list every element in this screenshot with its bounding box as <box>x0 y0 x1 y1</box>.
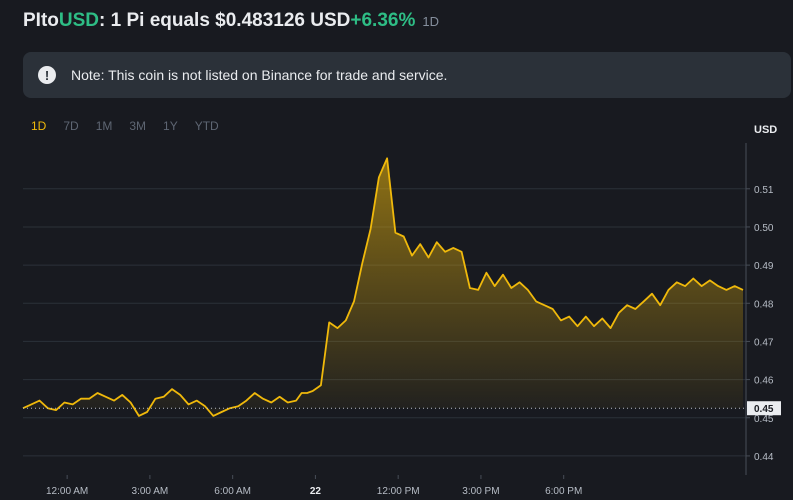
x-axis-ticks: 12:00 AM 3:00 AM 6:00 AM 22 12:00 PM 3:00 PM 6… <box>46 475 582 497</box>
base-symbol: PI <box>23 10 41 31</box>
price-sentence: : 1 Pi equals $0.483126 USD <box>99 10 351 31</box>
page-title: PI to USD : 1 Pi equals $0.483126 USD +6… <box>23 10 439 38</box>
y-tick-label: 0.47 <box>754 337 774 348</box>
y-tick-label: 0.44 <box>754 452 774 463</box>
y-tick-label: 0.50 <box>754 223 774 234</box>
timeframe-label: 1D <box>422 14 439 29</box>
y-tick-label: 0.46 <box>754 376 774 387</box>
x-tick-label: 12:00 AM <box>46 486 88 497</box>
x-tick-label: 22 <box>310 486 322 497</box>
range-selector: 1D 7D 1M 3M 1Y YTD <box>23 118 236 134</box>
price-line[interactable] <box>22 157 744 417</box>
price-change-percent: +6.36% <box>350 10 416 31</box>
y-axis-ticks: 0.44 0.45 0.46 0.47 0.48 0.49 0.50 0.51 <box>746 185 774 463</box>
x-tick-label: 6:00 AM <box>214 486 251 497</box>
x-tick-label: 12:00 PM <box>377 486 420 497</box>
x-tick-label: 3:00 PM <box>462 486 499 497</box>
y-tick-label: 0.48 <box>754 299 774 310</box>
exclamation-circle-icon: ! <box>38 66 56 84</box>
to-word: to <box>40 10 59 31</box>
current-price-tag-label: 0.45 <box>754 404 774 415</box>
range-1m-tab[interactable]: 1M <box>95 119 113 133</box>
current-price-tag <box>747 401 781 416</box>
notice-text: Note: This coin is not listed on Binance… <box>71 67 448 83</box>
x-tick-label: 6:00 PM <box>545 486 582 497</box>
y-tick-label: 0.49 <box>754 261 774 272</box>
y-tick-label: 0.45 <box>754 414 774 425</box>
range-1d-tab[interactable]: 1D <box>31 119 47 133</box>
range-ytd-tab[interactable]: YTD <box>194 119 219 133</box>
range-7d-tab[interactable]: 7D <box>63 119 79 133</box>
quote-currency-link[interactable]: USD <box>58 10 100 31</box>
axis-unit-label: USD <box>754 124 778 136</box>
x-tick-label: 3:00 AM <box>132 486 169 497</box>
y-tick-label: 0.51 <box>754 185 774 196</box>
range-1y-tab[interactable]: 1Y <box>163 119 178 133</box>
notice-banner: ! Note: This coin is not listed on Binan… <box>23 52 791 98</box>
range-3m-tab[interactable]: 3M <box>129 119 147 133</box>
price-area-fill <box>23 158 743 416</box>
